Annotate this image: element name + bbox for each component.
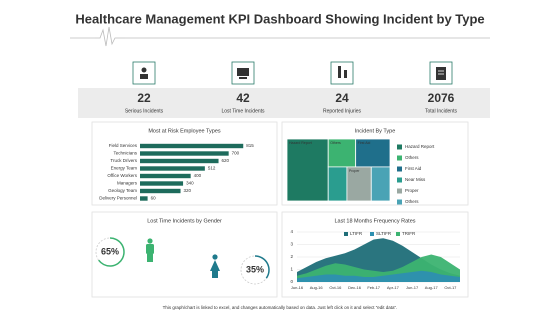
ratio-arc [254,255,270,279]
person-head [147,238,153,244]
y-tick-label: 1 [290,267,293,272]
category-label: Energy Team [111,166,138,171]
panel [91,121,278,206]
page-title: Healthcare Management KPI Dashboard Show… [75,11,484,26]
category-label: Geology Team [108,188,137,193]
cell-label: First Aid [358,141,371,145]
kpi-value: 24 [335,91,349,105]
treemap-cell [327,166,348,202]
person-legs [147,254,153,262]
person-body [146,244,154,254]
value-label: 400 [194,173,202,178]
panel [91,211,278,298]
kpi-value: 2076 [428,91,455,105]
person-body [210,260,220,271]
legend-label: LTIFR [350,231,363,236]
person-head [212,254,218,260]
cell-label: Others [330,141,341,145]
bar [140,151,229,156]
y-tick-label: 2 [290,254,293,259]
value-label: 700 [232,151,240,156]
panel-title: Last 18 Months Frequency Rates [334,218,415,224]
legend-label: Others [405,199,419,204]
y-tick-label: 4 [290,229,293,234]
legend-label: Near Miss [405,177,426,182]
bar [140,166,205,171]
x-tick-label: Feb-17 [367,285,380,290]
value-label: 815 [246,143,254,148]
bar [140,181,184,186]
y-tick-label: 3 [290,242,293,247]
x-tick-label: Jun-16 [291,285,304,290]
x-tick-label: Oct-16 [329,285,342,290]
x-tick-label: Oct-17 [444,285,457,290]
legend-swatch [397,177,402,183]
ratio-label: 35% [246,264,264,274]
treemap-cell [346,166,372,202]
legend-label: Proper [405,188,419,193]
value-label: 60 [151,196,157,201]
footer-note: This graph/chart is linked to excel, and… [163,305,398,310]
category-label: Managers [117,181,138,186]
panel-title: Lost Time Incidents by Gender [147,218,222,224]
bar [140,143,244,149]
x-tick-label: Apr-17 [387,285,400,290]
panel [281,211,469,298]
legend-label: TRIFR [402,231,416,236]
kpi-icons [132,61,453,85]
kpi-label: Lost Time Incidents [221,108,265,114]
value-label: 512 [208,166,216,171]
legend-label: Others [405,155,419,160]
legend-label: First Aid [405,166,422,171]
x-tick-label: Aug-16 [310,285,324,290]
panel-title: Most at Risk Employee Types [148,128,221,134]
person-legs [212,270,218,278]
kpi-value: 42 [236,91,250,105]
ratio-arc [98,237,125,267]
treemap-cell [370,166,391,202]
treemap-cell [327,138,357,168]
legend-swatch [397,199,402,205]
category-label: Office Workers [107,173,137,178]
kpi-band [78,88,490,118]
legend-swatch [397,144,402,150]
panel-title: Incident By Type [355,128,396,134]
treemap-cell [286,138,329,202]
area [297,270,460,282]
legend-swatch [397,155,402,161]
legend-swatch [370,232,374,236]
legend-label: SLTIFR [376,231,392,236]
category-label: Technicians [113,151,137,156]
legend-label: Hazard Report [405,144,435,149]
ratio-label: 65% [101,246,119,256]
legend-swatch [397,188,402,194]
bar [140,173,191,179]
bar [140,196,148,201]
y-tick-label: 0 [290,279,293,284]
category-label: Truck Drivers [110,158,137,163]
bar [140,188,181,194]
heartbeat-divider [70,26,490,47]
category-label: Field Services [109,143,138,148]
category-label: Delivery Personnel [99,196,137,201]
legend-swatch [397,166,402,172]
legend-swatch [396,232,400,236]
kpi-label: Serious Incidents [125,108,164,114]
value-label: 620 [222,158,230,163]
kpi-label: Total Incidents [425,108,457,114]
value-label: 340 [186,181,194,186]
x-tick-label: Jun-17 [406,285,419,290]
kpi-label: Reported Injuries [323,108,362,114]
value-label: 320 [184,188,192,193]
kpi-value: 22 [137,91,151,105]
legend-swatch [344,232,348,236]
cell-label: Hazard Report [289,141,312,145]
x-tick-label: Dec-16 [348,285,362,290]
x-tick-label: Aug-17 [425,285,439,290]
cell-label: Proper [349,169,360,173]
bar [140,158,219,164]
